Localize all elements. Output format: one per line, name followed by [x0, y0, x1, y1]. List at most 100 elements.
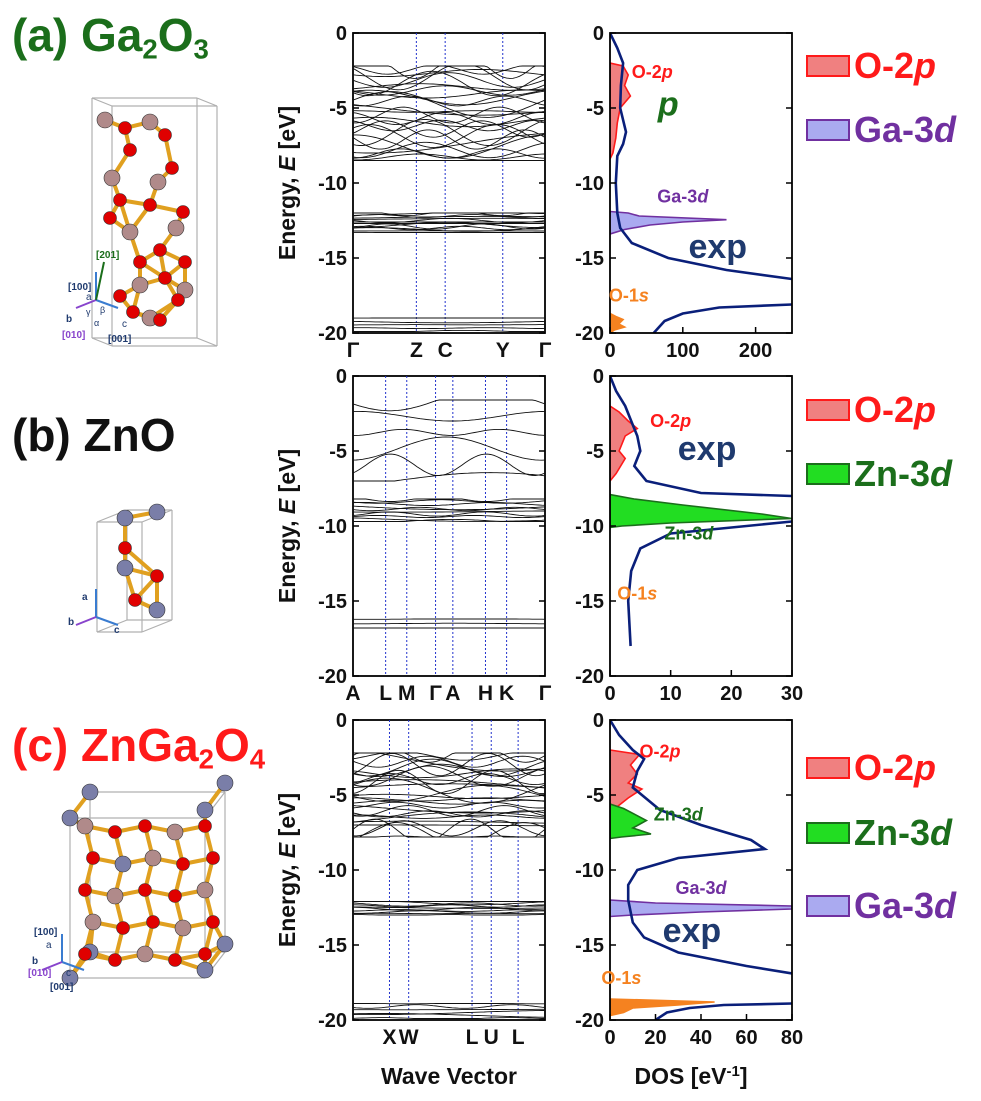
dos-series-exp: [610, 33, 792, 281]
legend-c-o2p: O-2p: [806, 750, 936, 786]
metal-atom: [96, 111, 114, 129]
axis-label: a: [46, 940, 52, 951]
band-line: [352, 906, 545, 912]
y-axis-title: Energy, E [eV]: [274, 449, 300, 603]
metal-atom: [76, 817, 94, 835]
y-tick-label: -10: [318, 173, 347, 195]
band-line: [353, 622, 545, 625]
y-tick-label: -5: [329, 441, 347, 463]
kpoint-label: H: [478, 682, 493, 705]
band-line: [353, 134, 546, 159]
band-line: [352, 797, 545, 802]
metal-atom: [167, 219, 185, 237]
metal-atom: [144, 849, 162, 867]
legend-swatch: [806, 119, 850, 141]
band-structure: X W L U L Wave Vector: [352, 719, 546, 1089]
metal-atom: [106, 887, 124, 905]
dos-annotation: O-2p: [650, 411, 691, 431]
panel-a-title: (a) Ga2O3: [12, 8, 209, 66]
oxygen-atom: [126, 305, 140, 319]
oxygen-atom: [86, 851, 100, 865]
y-tick-label: -15: [318, 591, 347, 613]
oxygen-atom: [178, 255, 192, 269]
y-tick-label: -15: [575, 935, 604, 957]
band-line: [353, 329, 545, 332]
band-line: [352, 104, 546, 116]
legend-label: Zn-3d: [854, 453, 952, 494]
y-axis-title: Energy, E [eV]: [274, 106, 300, 260]
y-tick-label: 0: [336, 23, 347, 45]
axis-label: [001]: [108, 334, 131, 345]
band-line: [352, 777, 546, 804]
kpoint-label: Γ: [429, 682, 442, 705]
legend-c-zn3d: Zn-3d: [806, 815, 952, 851]
band-line: [352, 779, 546, 789]
axis-label: c: [114, 625, 120, 636]
band-line: [353, 820, 546, 824]
oxygen-atom: [113, 193, 127, 207]
oxygen-atom: [123, 143, 137, 157]
band-line: [353, 327, 546, 330]
kpoint-label: Γ: [539, 682, 552, 705]
legend-label: O-2p: [854, 389, 937, 430]
y-tick-label: 0: [593, 23, 604, 45]
oxygen-atom: [168, 889, 182, 903]
band-line: [352, 820, 546, 837]
y-tick-label: -10: [575, 516, 604, 538]
legend-label: O-2p: [854, 747, 937, 788]
dos-plot: 0 100 200 O-2p p Ga-3d exp O-1s: [604, 32, 793, 362]
metal-atom: [81, 783, 99, 801]
metal-atom: [114, 855, 132, 873]
axis-label: [201]: [96, 250, 119, 261]
y-axis: 0 -5 -10 -15 -20: [575, 710, 792, 1032]
dos-annotation: O-1s: [609, 286, 649, 306]
band-line: [352, 225, 546, 231]
x-tick-label: 0: [604, 1027, 615, 1049]
panel-b-formula: ZnO: [83, 409, 176, 461]
oxygen-atom: [150, 569, 164, 583]
y-axis-title: Energy, E [eV]: [274, 793, 300, 947]
metal-atom: [216, 774, 234, 792]
oxygen-atom: [143, 198, 157, 212]
dos-series-exp-tail: [652, 303, 792, 333]
dos-annotation: p: [657, 86, 679, 124]
plot-frame: [352, 32, 546, 334]
band-line: [352, 752, 546, 763]
band-line: [352, 824, 546, 827]
dos-series-exp-tail: [626, 520, 792, 647]
band-line: [352, 755, 546, 768]
kpoint-label: A: [345, 682, 360, 705]
metal-atom: [174, 919, 192, 937]
y-tick-label: -15: [575, 248, 604, 270]
x-tick-label: 10: [660, 683, 682, 705]
metal-atom: [166, 823, 184, 841]
band-line: [352, 133, 546, 154]
band-line: [353, 410, 546, 422]
axis-c-arrow: [95, 299, 119, 309]
band-line: [353, 428, 546, 436]
crystal-zno: [96, 503, 173, 633]
dos-series-group: [610, 33, 792, 333]
y-tick-label: -20: [318, 323, 347, 345]
kpoint-label: Γ: [539, 339, 552, 362]
band-line: [353, 498, 545, 502]
oxygen-atom: [176, 857, 190, 871]
axis-201-arrow: [95, 261, 105, 301]
y-tick-label: -10: [575, 860, 604, 882]
axis-label: a: [82, 592, 88, 603]
axis-c-arrow: [95, 616, 119, 626]
metal-atom: [148, 601, 166, 619]
band-line: [353, 1013, 546, 1018]
band-line: [352, 909, 546, 912]
legend-b-o2p: O-2p: [806, 392, 936, 428]
kpoint-label: L: [466, 1026, 479, 1049]
oxygen-atom: [138, 883, 152, 897]
dos-series-Zn-3d: [610, 803, 652, 840]
metal-atom: [121, 223, 139, 241]
dos-annotation: exp: [678, 430, 737, 468]
metal-atom: [148, 503, 166, 521]
metal-atom: [149, 173, 167, 191]
oxygen-atom: [198, 819, 212, 833]
y-axis: 0 -5 -10 -15 -20 Energy, E [eV]: [274, 366, 545, 688]
